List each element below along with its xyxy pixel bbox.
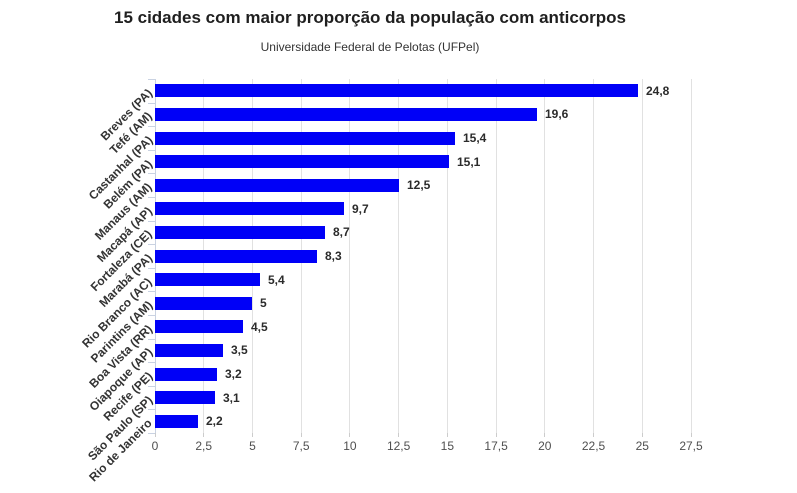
y-axis-tick [148, 386, 155, 387]
bar [155, 344, 223, 357]
x-tick-label: 25 [635, 439, 649, 453]
gridline [398, 79, 400, 433]
y-axis-tick [148, 244, 155, 245]
x-tick-label: 27,5 [679, 439, 703, 453]
bar-value-label: 3,2 [225, 367, 242, 381]
gridline [544, 79, 546, 433]
y-axis-tick [148, 362, 155, 363]
bar [155, 179, 399, 192]
y-axis-tick [148, 291, 155, 292]
x-axis-tick [300, 433, 302, 437]
y-axis-tick [148, 126, 155, 127]
y-axis-tick [148, 268, 155, 269]
bar [155, 155, 449, 168]
x-axis-tick [593, 433, 595, 437]
chart-header: 15 cidades com maior proporção da popula… [0, 0, 740, 54]
bar [155, 84, 638, 97]
x-tick-label: 10 [343, 439, 357, 453]
bar-value-label: 8,3 [325, 249, 342, 263]
bar-value-label: 5,4 [268, 273, 285, 287]
bar-value-label: 5 [260, 296, 267, 310]
gridline [349, 79, 351, 433]
bar-value-label: 4,5 [251, 320, 268, 334]
bar [155, 250, 317, 263]
x-axis-tick [349, 433, 351, 437]
bar-value-label: 3,5 [231, 343, 248, 357]
x-tick-label: 22,5 [581, 439, 606, 453]
bar [155, 368, 217, 381]
chart-title: 15 cidades com maior proporção da popula… [113, 8, 627, 27]
y-axis-tick [148, 197, 155, 198]
bar [155, 202, 344, 215]
x-tick-label: 0 [151, 439, 159, 453]
bar-value-label: 9,7 [352, 202, 369, 216]
x-tick-label: 2,5 [195, 439, 213, 453]
y-axis-tick [148, 315, 155, 316]
bar-value-label: 12,5 [407, 178, 431, 192]
gridline [690, 79, 692, 433]
gridline [446, 79, 448, 433]
x-tick-label: 17,5 [484, 439, 508, 453]
x-tick-label: 12,5 [386, 439, 411, 453]
bar [155, 132, 455, 145]
bar [155, 108, 537, 121]
x-axis-tick [251, 433, 253, 437]
plot-area: 24,8 19,6 15,4 15,1 12,5 9,7 8,7 8,3 5,4 5 4,5 3,5 3… [148, 79, 692, 434]
bar-value-label: 15,4 [463, 131, 487, 145]
bar-value-label: 2,2 [206, 414, 223, 428]
x-axis-tick [446, 433, 448, 437]
y-axis-tick [148, 409, 155, 410]
bar [155, 320, 243, 333]
x-axis-tick [154, 433, 156, 437]
y-axis-tick [148, 173, 155, 174]
x-axis-tick [641, 433, 643, 437]
bar-value-label: 15,1 [457, 155, 481, 169]
bar [155, 226, 325, 239]
y-axis-tick [148, 150, 155, 151]
bar [155, 391, 215, 404]
x-axis-tick [495, 433, 497, 437]
x-tick-label: 15 [440, 439, 455, 453]
bar [155, 415, 198, 428]
x-axis-tick [203, 433, 205, 437]
x-tick-label: 20 [538, 439, 552, 453]
x-axis-tick [544, 433, 546, 437]
y-axis-tick [148, 221, 155, 222]
x-axis-tick [398, 433, 400, 437]
x-axis-tick [690, 433, 692, 437]
chart-subtitle: Universidade Federal de Pelotas (UFPel) [260, 40, 480, 54]
gridline [593, 79, 595, 433]
gridline [641, 79, 643, 433]
bar-value-label: 3,1 [223, 391, 240, 405]
bar-value-label: 24,8 [646, 84, 670, 98]
y-axis-tick [148, 79, 155, 80]
bar-value-label: 8,7 [333, 225, 350, 239]
y-axis-tick [148, 103, 155, 104]
x-tick-label: 5 [249, 439, 256, 453]
bar-value-label: 19,6 [545, 107, 569, 121]
x-tick-label: 7,5 [292, 439, 310, 453]
bar [155, 273, 260, 286]
y-axis-tick [148, 339, 155, 340]
y-axis-tick [148, 433, 155, 434]
bar [155, 297, 252, 310]
gridline [495, 79, 497, 433]
